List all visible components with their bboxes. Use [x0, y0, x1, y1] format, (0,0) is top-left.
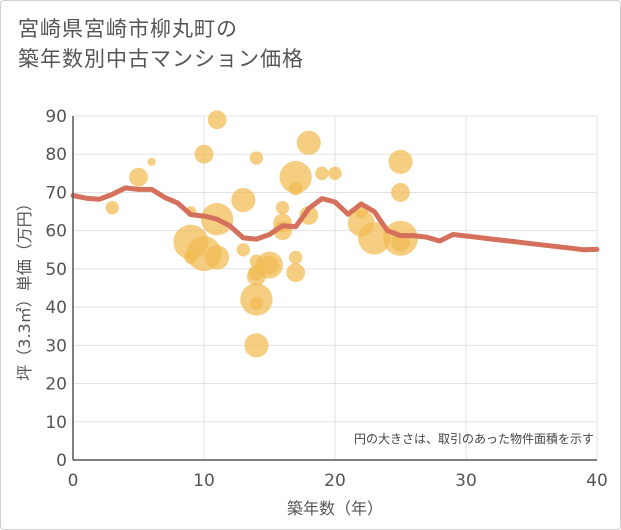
- bubble-point-1: [129, 167, 148, 187]
- x-axis-label: 築年数（年）: [287, 499, 383, 518]
- bubble-point-31: [315, 166, 329, 181]
- chart-title-line-1: 宮崎県宮崎市柳丸町の: [18, 17, 238, 41]
- bubble-point-13: [249, 151, 264, 165]
- bubble-point-19: [244, 333, 269, 358]
- y-tick-label-20: 20: [45, 375, 67, 395]
- bubble-point-8: [207, 110, 227, 130]
- y-axis-label: 坪（3.3㎡）単価（万円）: [15, 195, 34, 380]
- y-tick-label-80: 80: [45, 145, 67, 165]
- axes: [72, 116, 597, 461]
- bubble-point-2: [147, 157, 156, 166]
- average-price-line-0: [70, 185, 600, 253]
- x-tick-label-40: 40: [586, 471, 608, 491]
- bubble-point-11: [231, 187, 256, 213]
- tick-labels: 0 10 20 30 40 50 60 70 80 90 0 10 20 30 40: [45, 107, 607, 491]
- chart-title-line-2: 築年数別中古マンション価格: [18, 47, 304, 71]
- bubble-point-6: [194, 144, 214, 164]
- y-tick-label-90: 90: [45, 107, 67, 127]
- bubble-layer: [105, 110, 418, 358]
- x-tick-label-30: 30: [455, 471, 477, 491]
- bubble-size-note: 円の大きさは、取引のあった物件面積を示す: [354, 431, 594, 446]
- bubble-point-26: [289, 181, 303, 196]
- bubble-point-30: [299, 205, 319, 225]
- bubble-point-0: [105, 201, 120, 215]
- bubble-point-35: [358, 222, 391, 255]
- bubble-point-22: [275, 201, 290, 215]
- chart-title: 宮崎県宮崎市柳丸町の 築年数別中古マンション価格: [18, 14, 304, 74]
- x-tick-label-0: 0: [68, 471, 79, 491]
- bubble-point-27: [289, 250, 303, 265]
- y-tick-label-60: 60: [45, 222, 67, 242]
- bubble-point-37: [391, 183, 410, 202]
- bubble-point-21: [260, 255, 279, 275]
- y-tick-label-50: 50: [45, 260, 67, 280]
- y-tick-label-30: 30: [45, 336, 67, 356]
- bubble-point-32: [328, 166, 342, 181]
- y-tick-label-70: 70: [45, 183, 67, 203]
- bubble-point-28: [286, 263, 306, 283]
- x-tick-label-20: 20: [324, 471, 346, 491]
- trend-line-layer: [70, 185, 600, 253]
- x-tick-label-10: 10: [193, 471, 215, 491]
- bubble-point-36: [388, 149, 413, 174]
- bubble-point-25: [279, 161, 312, 194]
- bubble-point-12: [236, 243, 250, 257]
- bubble-point-10: [205, 245, 230, 270]
- bubble-point-18: [249, 296, 264, 310]
- bubble-point-29: [296, 130, 321, 155]
- y-tick-label-0: 0: [56, 451, 67, 471]
- y-tick-label-10: 10: [45, 413, 67, 433]
- y-tick-label-40: 40: [45, 298, 67, 318]
